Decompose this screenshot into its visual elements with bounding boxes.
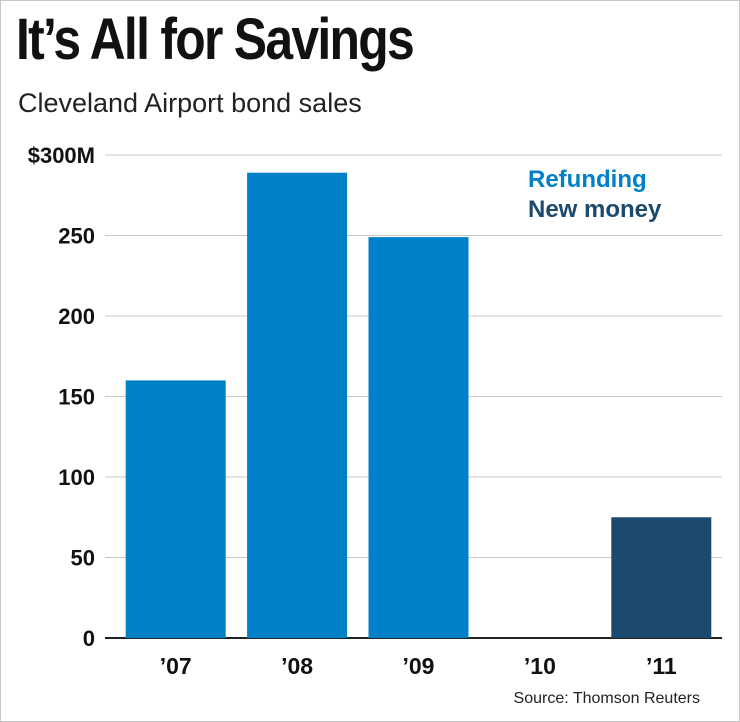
y-tick-label: 50 (71, 546, 95, 571)
y-tick-label: 0 (83, 626, 95, 651)
x-tick-label: ’08 (281, 653, 313, 679)
source-note: Source: Thomson Reuters (513, 690, 700, 707)
chart-subtitle: Cleveland Airport bond sales (18, 88, 362, 118)
x-tick-label: ’11 (646, 653, 677, 679)
y-tick-label: 250 (58, 224, 95, 249)
x-tick-label: ’09 (403, 653, 435, 679)
x-tick-label: ’07 (160, 653, 192, 679)
y-tick-label: 200 (58, 304, 95, 329)
bar-refunding (247, 172, 348, 638)
x-tick-label: ’10 (524, 653, 556, 679)
bar-refunding (125, 380, 226, 638)
bar-refunding (368, 237, 469, 639)
y-tick-label: $300M (28, 143, 95, 168)
bar-new-money (611, 517, 712, 638)
legend-item: New money (528, 196, 662, 223)
y-tick-label: 100 (58, 465, 95, 490)
legend-item: Refunding (528, 166, 647, 193)
chart-title: It’s All for Savings (16, 7, 415, 72)
y-tick-label: 150 (58, 385, 95, 410)
